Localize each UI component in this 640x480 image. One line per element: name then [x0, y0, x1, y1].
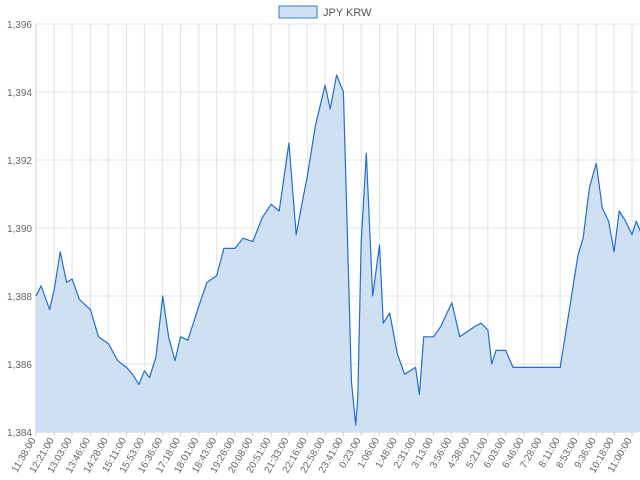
- y-tick-label: 1,386: [7, 360, 32, 371]
- y-tick-label: 1,390: [7, 224, 32, 235]
- legend-label: JPY KRW: [323, 7, 372, 19]
- y-tick-label: 1,394: [7, 88, 32, 99]
- y-tick-label: 1,384: [7, 428, 32, 439]
- legend-swatch: [278, 5, 318, 19]
- legend[interactable]: JPY KRW: [278, 5, 372, 19]
- x-axis-ticks: 11:38:0012:21:0013:03:0013:46:0014:28:00…: [10, 436, 635, 476]
- y-axis-ticks: 1,384 1,386 1,388 1,390 1,392 1,394 1,396: [7, 20, 32, 439]
- y-tick-label: 1,392: [7, 156, 32, 167]
- y-tick-label: 1,388: [7, 292, 32, 303]
- series-line: [35, 74, 640, 426]
- y-tick-label: 1,396: [7, 20, 32, 31]
- plot-area: [35, 74, 640, 432]
